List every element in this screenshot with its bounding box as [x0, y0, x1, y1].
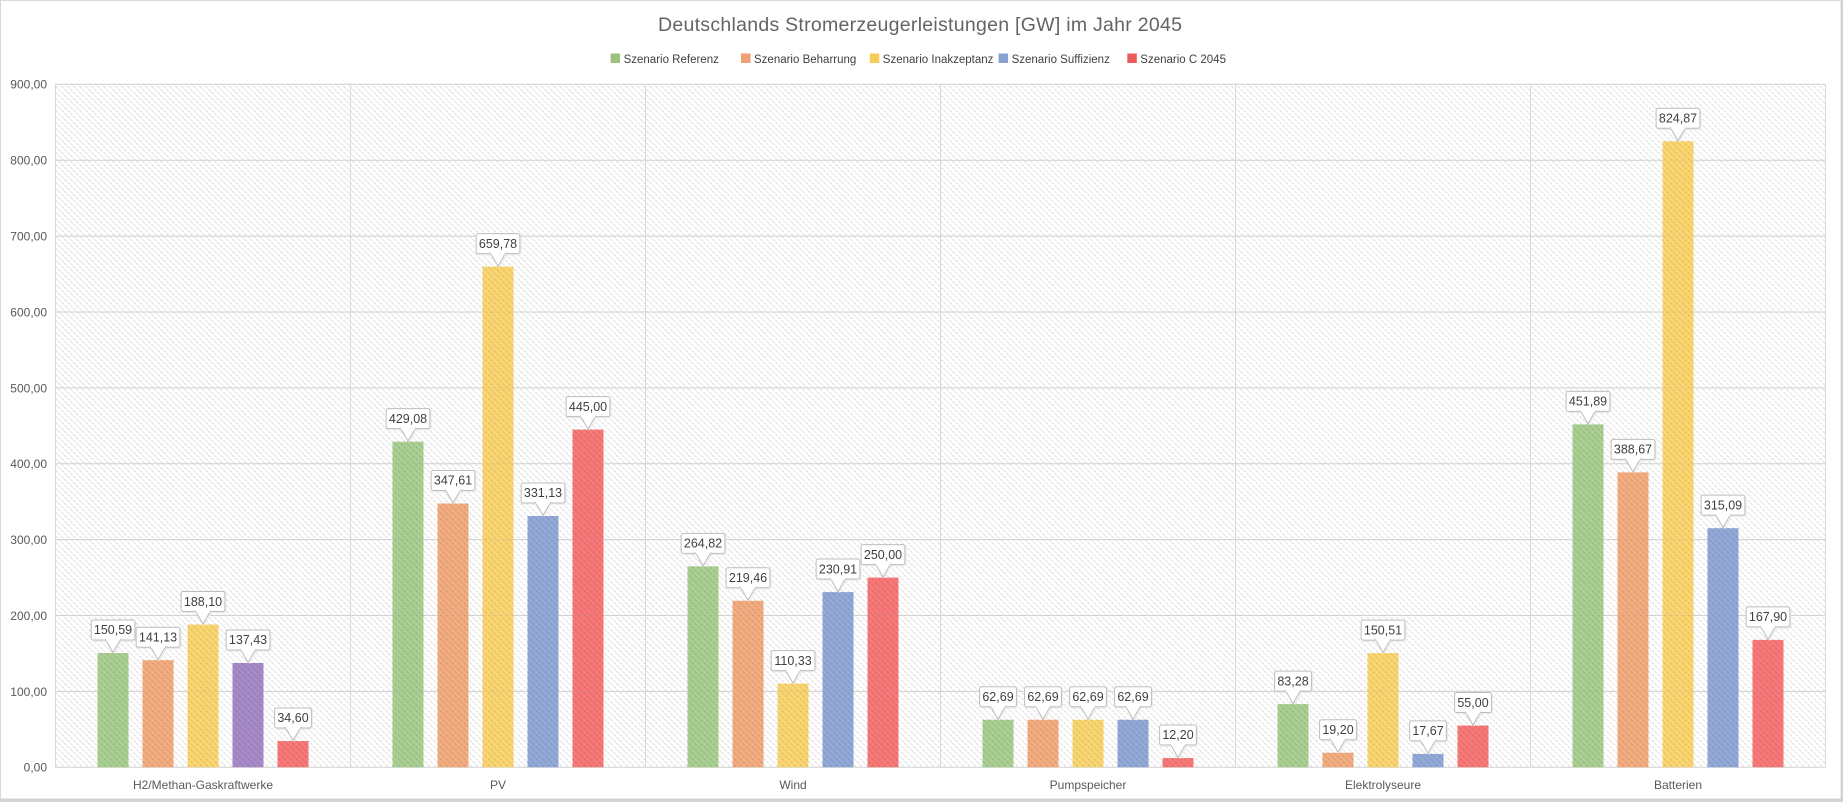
svg-text:62,69: 62,69	[1027, 690, 1058, 704]
svg-text:62,69: 62,69	[1117, 690, 1148, 704]
svg-text:H2/Methan-Gaskraftwerke: H2/Methan-Gaskraftwerke	[133, 778, 273, 792]
svg-text:400,00: 400,00	[10, 457, 47, 471]
svg-text:141,13: 141,13	[139, 630, 177, 644]
svg-text:Deutschlands Stromerzeugerleis: Deutschlands Stromerzeugerleistungen [GW…	[658, 14, 1182, 36]
svg-text:PV: PV	[490, 778, 506, 792]
svg-text:700,00: 700,00	[10, 229, 47, 243]
svg-text:188,10: 188,10	[184, 595, 222, 609]
svg-text:429,08: 429,08	[389, 412, 427, 426]
svg-text:Batterien: Batterien	[1654, 778, 1702, 792]
svg-text:264,82: 264,82	[684, 537, 722, 551]
svg-text:219,46: 219,46	[729, 571, 767, 585]
svg-text:83,28: 83,28	[1277, 674, 1308, 688]
svg-text:110,33: 110,33	[774, 654, 811, 668]
svg-text:659,78: 659,78	[479, 237, 517, 251]
svg-text:Pumpspeicher: Pumpspeicher	[1050, 778, 1127, 792]
svg-text:Szenario Suffizienz: Szenario Suffizienz	[1012, 54, 1110, 66]
svg-text:600,00: 600,00	[10, 305, 47, 319]
svg-text:34,60: 34,60	[277, 711, 308, 725]
svg-text:Szenario Inakzeptanz: Szenario Inakzeptanz	[883, 54, 994, 66]
svg-text:62,69: 62,69	[982, 690, 1013, 704]
svg-text:62,69: 62,69	[1072, 690, 1103, 704]
svg-text:300,00: 300,00	[10, 533, 47, 547]
svg-text:19,20: 19,20	[1322, 723, 1353, 737]
svg-text:200,00: 200,00	[10, 609, 47, 623]
svg-text:347,61: 347,61	[434, 474, 472, 488]
svg-text:Szenario Beharrung: Szenario Beharrung	[754, 54, 856, 66]
svg-text:315,09: 315,09	[1704, 498, 1742, 512]
svg-text:100,00: 100,00	[10, 685, 47, 699]
svg-text:150,51: 150,51	[1364, 623, 1402, 637]
svg-text:55,00: 55,00	[1457, 696, 1488, 710]
svg-text:331,13: 331,13	[524, 486, 562, 500]
svg-text:167,90: 167,90	[1749, 610, 1787, 624]
svg-text:137,43: 137,43	[229, 633, 267, 647]
svg-text:Wind: Wind	[779, 778, 806, 792]
svg-text:500,00: 500,00	[10, 381, 47, 395]
svg-text:388,67: 388,67	[1614, 443, 1652, 457]
svg-text:800,00: 800,00	[10, 154, 47, 168]
svg-text:17,67: 17,67	[1412, 724, 1443, 738]
svg-text:900,00: 900,00	[10, 78, 47, 92]
svg-text:Szenario Referenz: Szenario Referenz	[624, 54, 719, 66]
svg-text:12,20: 12,20	[1162, 728, 1193, 742]
svg-text:230,91: 230,91	[819, 562, 857, 576]
svg-text:150,59: 150,59	[94, 623, 132, 637]
svg-text:824,87: 824,87	[1659, 112, 1697, 126]
svg-text:Szenario C 2045: Szenario C 2045	[1140, 54, 1226, 66]
svg-text:0,00: 0,00	[24, 761, 48, 775]
svg-text:445,00: 445,00	[569, 400, 607, 414]
svg-text:250,00: 250,00	[864, 548, 902, 562]
svg-text:451,89: 451,89	[1569, 395, 1607, 409]
svg-text:Elektrolyseure: Elektrolyseure	[1345, 778, 1421, 792]
